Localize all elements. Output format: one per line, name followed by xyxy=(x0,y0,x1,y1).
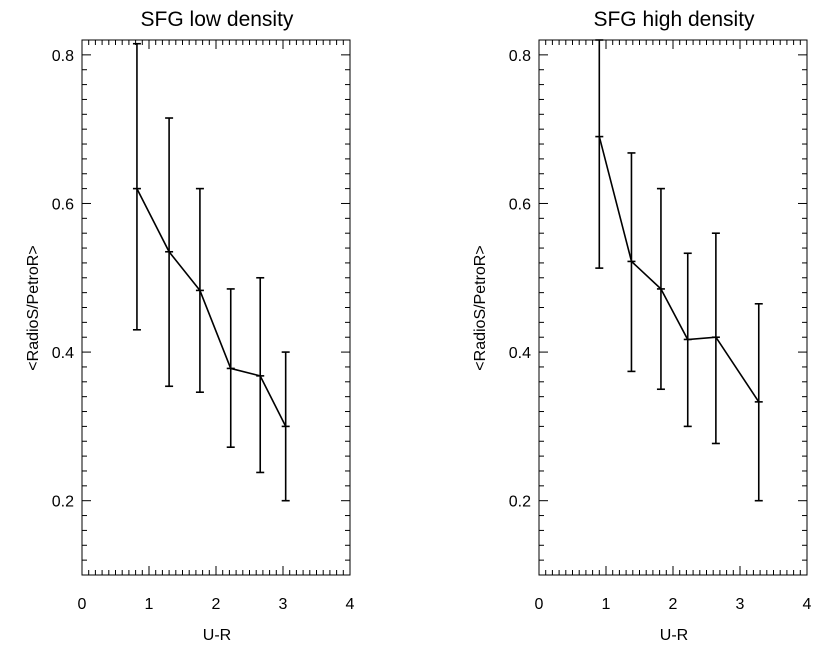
y-tick-label: 0.4 xyxy=(509,345,531,362)
x-tick-label: 1 xyxy=(602,596,611,613)
x-tick-label: 0 xyxy=(78,596,87,613)
x-axis-label: U-R xyxy=(660,627,688,644)
plot-frame xyxy=(538,39,808,576)
plot-frame xyxy=(81,39,351,576)
x-tick-label: 0 xyxy=(535,596,544,613)
x-tick-label: 1 xyxy=(145,596,154,613)
y-axis-label: <RadioS/PetroR> xyxy=(25,245,42,370)
x-tick-label: 4 xyxy=(803,596,812,613)
y-tick-label: 0.2 xyxy=(509,494,531,511)
series-line xyxy=(598,136,760,403)
chart-title: SFG low density xyxy=(141,8,294,31)
y-axis-label: <RadioS/PetroR> xyxy=(472,245,489,370)
x-tick-label: 3 xyxy=(279,596,288,613)
y-tick-label: 0.4 xyxy=(52,345,74,362)
x-tick-label: 3 xyxy=(736,596,745,613)
y-tick-label: 0.6 xyxy=(509,196,531,213)
y-tick-label: 0.2 xyxy=(52,494,74,511)
x-tick-label: 2 xyxy=(212,596,221,613)
y-tick-label: 0.8 xyxy=(509,48,531,65)
panel-high-density: SFG high density U-R <RadioS/PetroR> 0 1 2… xyxy=(472,8,812,644)
x-tick-label: 4 xyxy=(346,596,355,613)
panel-low-density: SFG low density U-R <RadioS/PetroR> 0 1 2 3… xyxy=(25,8,355,644)
x-axis-label: U-R xyxy=(203,627,231,644)
series-line xyxy=(136,188,287,427)
chart-title: SFG high density xyxy=(593,8,755,31)
y-tick-label: 0.6 xyxy=(52,196,74,213)
x-tick-label: 2 xyxy=(669,596,678,613)
y-tick-label: 0.8 xyxy=(52,48,74,65)
